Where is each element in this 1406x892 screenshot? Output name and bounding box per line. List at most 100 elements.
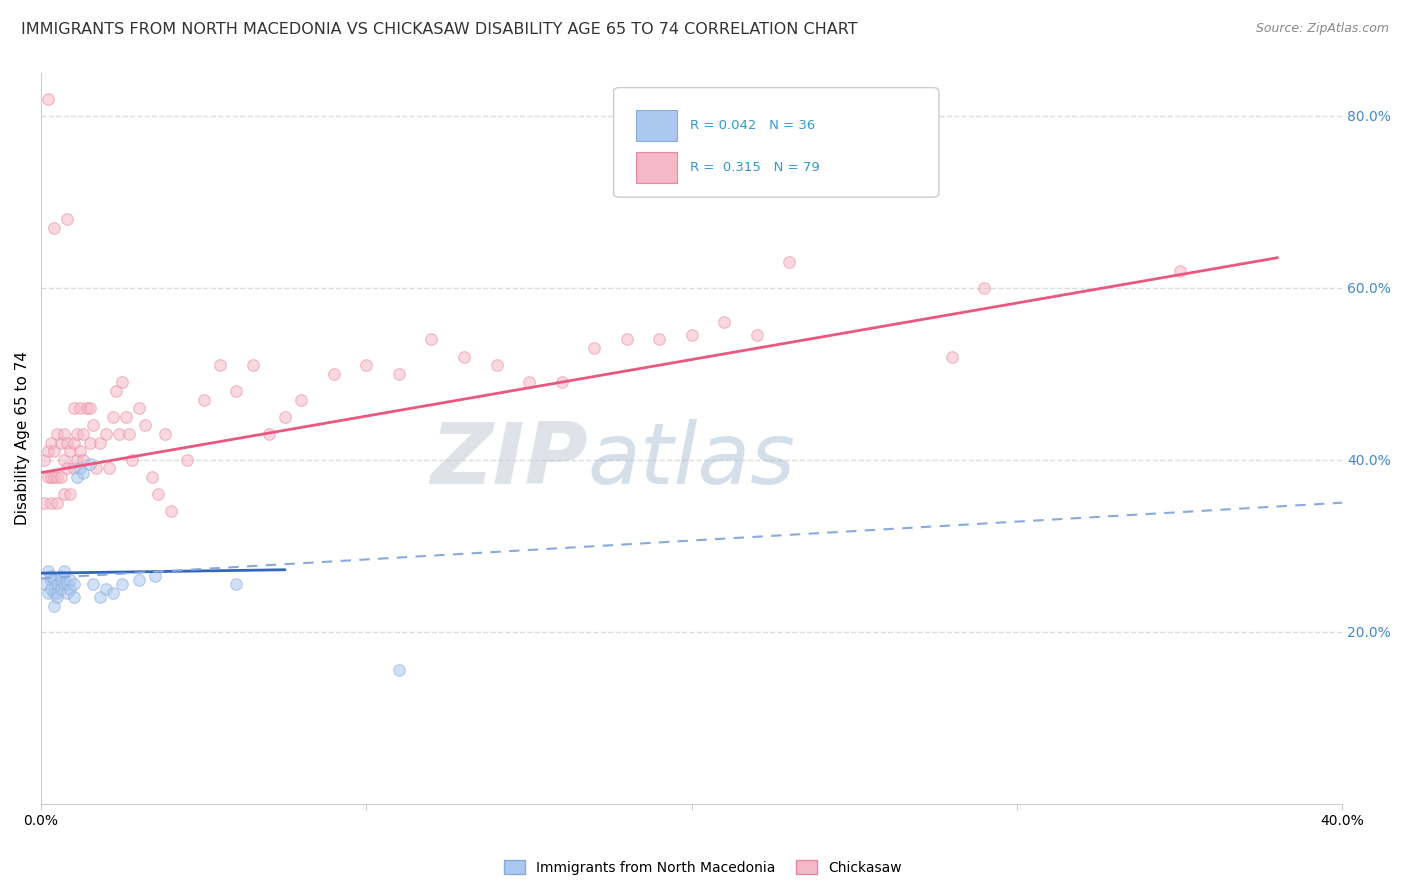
Point bbox=[37, 565, 59, 579]
Point bbox=[59, 487, 82, 501]
Point bbox=[62, 461, 84, 475]
Point bbox=[69, 401, 91, 416]
Point bbox=[134, 418, 156, 433]
Point bbox=[39, 582, 62, 596]
Point bbox=[42, 470, 65, 484]
Y-axis label: Disability Age 65 to 74: Disability Age 65 to 74 bbox=[15, 351, 30, 525]
Point bbox=[37, 444, 59, 458]
Point bbox=[37, 586, 59, 600]
Point bbox=[778, 255, 800, 269]
Point bbox=[453, 350, 475, 364]
Point bbox=[101, 586, 124, 600]
Point bbox=[193, 392, 215, 407]
Point bbox=[39, 435, 62, 450]
Point bbox=[56, 435, 79, 450]
Point bbox=[82, 577, 104, 591]
Point bbox=[59, 573, 82, 587]
Point bbox=[46, 496, 69, 510]
Point bbox=[941, 350, 963, 364]
Point bbox=[118, 426, 141, 441]
Point bbox=[973, 281, 995, 295]
Text: ZIP: ZIP bbox=[430, 418, 588, 501]
Point bbox=[111, 376, 134, 390]
Point bbox=[356, 358, 378, 372]
Legend: Immigrants from North Macedonia, Chickasaw: Immigrants from North Macedonia, Chickas… bbox=[499, 855, 907, 880]
Point bbox=[34, 452, 56, 467]
Point bbox=[34, 577, 56, 591]
Point bbox=[52, 426, 75, 441]
Point bbox=[242, 358, 264, 372]
Point bbox=[49, 435, 72, 450]
Point bbox=[37, 470, 59, 484]
Point bbox=[745, 328, 768, 343]
Point bbox=[46, 577, 69, 591]
Point bbox=[52, 452, 75, 467]
Point bbox=[49, 573, 72, 587]
Point bbox=[62, 435, 84, 450]
Point bbox=[208, 358, 231, 372]
Point bbox=[153, 426, 176, 441]
Point bbox=[49, 470, 72, 484]
Point bbox=[39, 568, 62, 582]
Point bbox=[257, 426, 280, 441]
Point bbox=[49, 582, 72, 596]
Point bbox=[56, 461, 79, 475]
Point bbox=[46, 586, 69, 600]
Point bbox=[96, 582, 118, 596]
Text: IMMIGRANTS FROM NORTH MACEDONIA VS CHICKASAW DISABILITY AGE 65 TO 74 CORRELATION: IMMIGRANTS FROM NORTH MACEDONIA VS CHICK… bbox=[21, 22, 858, 37]
Point bbox=[89, 435, 111, 450]
Point bbox=[225, 384, 247, 398]
Point bbox=[82, 418, 104, 433]
Point bbox=[98, 461, 121, 475]
Point bbox=[101, 409, 124, 424]
Point bbox=[56, 577, 79, 591]
Point bbox=[52, 565, 75, 579]
Point bbox=[76, 401, 98, 416]
Point bbox=[37, 92, 59, 106]
Point bbox=[59, 582, 82, 596]
Point bbox=[72, 426, 94, 441]
Point bbox=[420, 333, 443, 347]
Bar bbox=[636, 111, 678, 141]
Point bbox=[56, 586, 79, 600]
Point bbox=[141, 470, 163, 484]
Point bbox=[583, 341, 606, 355]
Point bbox=[517, 376, 540, 390]
Point bbox=[225, 577, 247, 591]
Point bbox=[62, 591, 84, 605]
Text: atlas: atlas bbox=[588, 418, 796, 501]
Point bbox=[143, 568, 166, 582]
Point bbox=[46, 591, 69, 605]
FancyBboxPatch shape bbox=[613, 87, 939, 197]
Point bbox=[86, 461, 108, 475]
Point bbox=[79, 401, 101, 416]
Point bbox=[89, 591, 111, 605]
Point bbox=[39, 573, 62, 587]
Point bbox=[114, 409, 136, 424]
Point bbox=[59, 444, 82, 458]
Point bbox=[616, 333, 638, 347]
Point bbox=[176, 452, 198, 467]
Point bbox=[52, 487, 75, 501]
Point bbox=[485, 358, 508, 372]
Point bbox=[39, 496, 62, 510]
Point bbox=[96, 426, 118, 441]
Point bbox=[42, 220, 65, 235]
Point bbox=[39, 470, 62, 484]
Point bbox=[66, 452, 89, 467]
Point bbox=[550, 376, 572, 390]
Point bbox=[66, 470, 89, 484]
Point bbox=[42, 599, 65, 613]
Point bbox=[66, 426, 89, 441]
Point bbox=[128, 573, 150, 587]
Point bbox=[69, 444, 91, 458]
Point bbox=[79, 435, 101, 450]
Point bbox=[1168, 263, 1191, 277]
Point bbox=[34, 496, 56, 510]
Point bbox=[160, 504, 183, 518]
Point bbox=[52, 577, 75, 591]
Point bbox=[111, 577, 134, 591]
Point bbox=[121, 452, 143, 467]
Bar bbox=[636, 152, 678, 183]
Text: R =  0.315   N = 79: R = 0.315 N = 79 bbox=[690, 161, 820, 174]
